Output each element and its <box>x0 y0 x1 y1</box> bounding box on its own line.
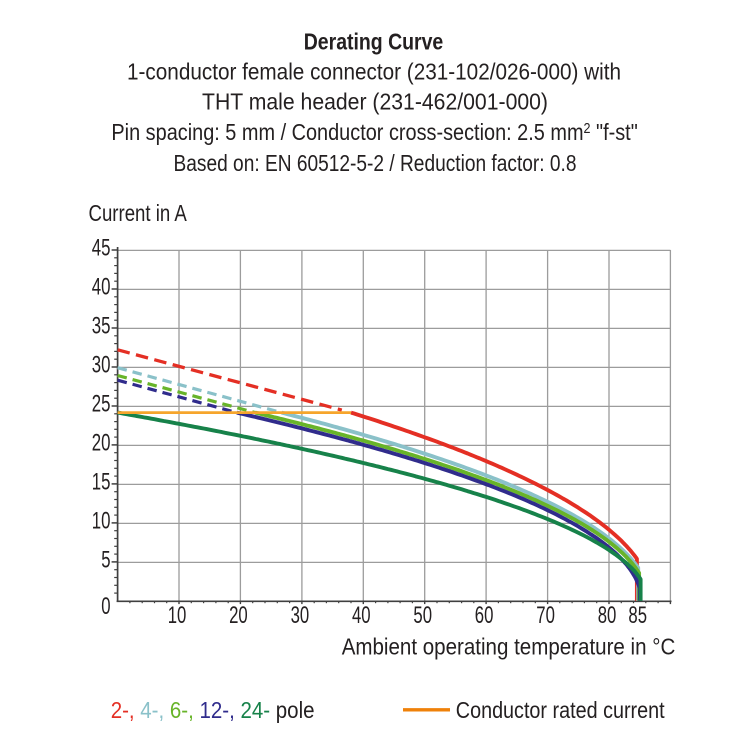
svg-text:40: 40 <box>92 274 111 301</box>
svg-text:Ambient operating temperature: Ambient operating temperature in °C <box>342 633 676 659</box>
svg-text:70: 70 <box>536 602 555 629</box>
svg-text:30: 30 <box>92 352 111 379</box>
svg-text:20: 20 <box>229 602 248 629</box>
svg-text:Current in A: Current in A <box>89 200 188 226</box>
svg-text:35: 35 <box>92 313 111 340</box>
svg-text:20: 20 <box>92 430 111 457</box>
svg-text:80: 80 <box>598 602 617 629</box>
svg-text:1-conductor female connector (: 1-conductor female connector (231-102/02… <box>127 59 621 85</box>
svg-text:10: 10 <box>92 508 111 535</box>
svg-text:THT male header (231-462/001-0: THT male header (231-462/001-000) <box>202 88 548 114</box>
svg-text:60: 60 <box>475 602 494 629</box>
svg-text:25: 25 <box>92 391 111 418</box>
svg-text:Pin spacing: 5 mm / Conductor: Pin spacing: 5 mm / Conductor cross-sect… <box>111 120 637 146</box>
svg-text:Conductor rated current: Conductor rated current <box>456 697 665 723</box>
svg-text:2-, 4-, 6-, 12-, 24- pole: 2-, 4-, 6-, 12-, 24- pole <box>111 697 315 723</box>
svg-text:Derating Curve: Derating Curve <box>304 28 444 54</box>
svg-text:30: 30 <box>291 602 310 629</box>
svg-text:40: 40 <box>352 602 371 629</box>
svg-text:85: 85 <box>628 602 647 629</box>
svg-text:0: 0 <box>101 593 110 620</box>
svg-text:50: 50 <box>413 602 432 629</box>
svg-text:45: 45 <box>92 235 111 262</box>
svg-text:10: 10 <box>168 602 187 629</box>
svg-text:15: 15 <box>92 469 111 496</box>
svg-text:5: 5 <box>101 547 110 574</box>
svg-text:Based on: EN 60512-5-2 / Reduc: Based on: EN 60512-5-2 / Reduction facto… <box>174 150 577 176</box>
